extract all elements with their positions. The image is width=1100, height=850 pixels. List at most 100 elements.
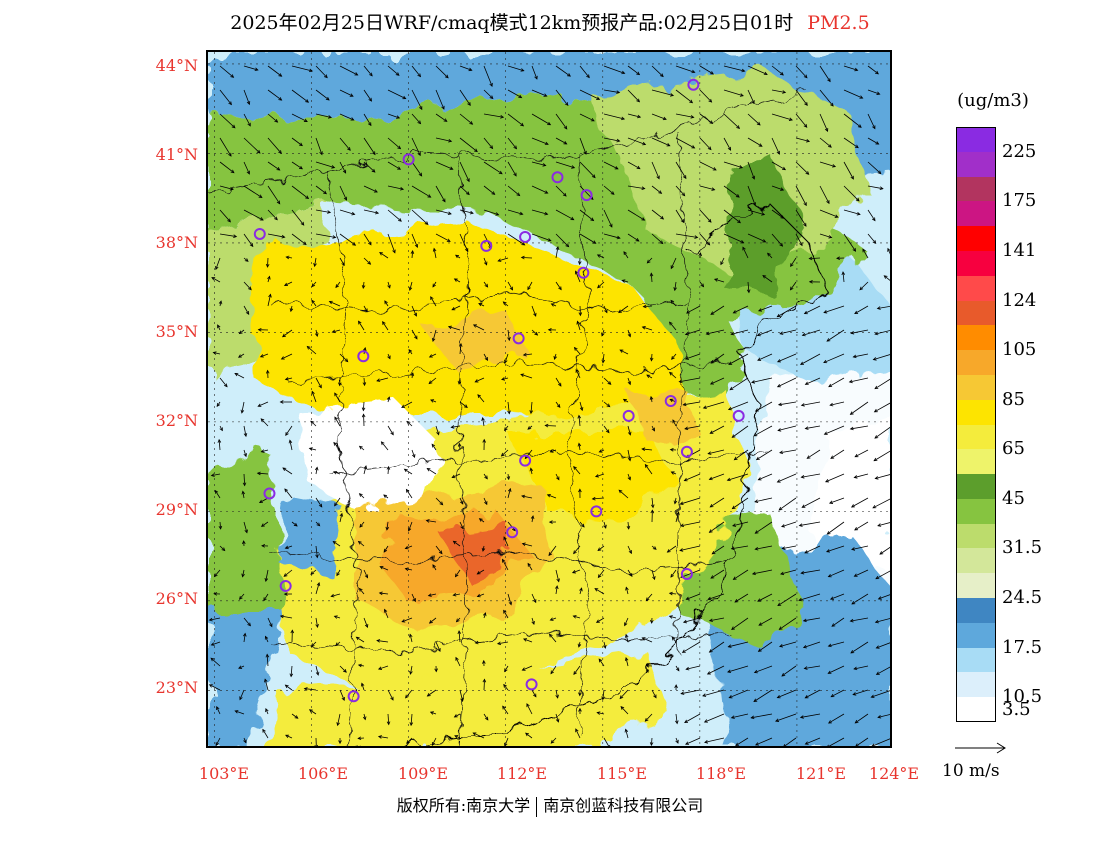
wind-arrow bbox=[503, 683, 509, 691]
wind-arrow bbox=[339, 665, 347, 673]
colorbar-unit: (ug/m3) bbox=[957, 90, 1029, 111]
wind-arrow bbox=[377, 735, 389, 739]
wind-arrow bbox=[483, 161, 503, 175]
wind-arrow bbox=[409, 713, 414, 727]
wind-arrow bbox=[455, 656, 461, 667]
wind-arrow bbox=[243, 425, 248, 438]
wind-arrow bbox=[674, 684, 678, 691]
wind-arrow bbox=[218, 300, 223, 307]
wind-arrow bbox=[710, 305, 725, 315]
wind-arrow bbox=[267, 137, 282, 154]
wind-arrow bbox=[432, 564, 437, 571]
wind-arrow bbox=[459, 521, 464, 530]
wind-arrow bbox=[871, 738, 890, 746]
wind-arrow bbox=[435, 113, 448, 122]
wind-arrow bbox=[780, 569, 797, 576]
wind-arrow bbox=[683, 473, 701, 482]
wind-arrow bbox=[651, 161, 660, 180]
wind-arrow bbox=[243, 281, 252, 291]
wind-arrow bbox=[555, 113, 568, 130]
wind-arrow bbox=[483, 137, 494, 150]
colorbar-label: 3.5 bbox=[1002, 698, 1031, 720]
city-marker bbox=[519, 230, 532, 243]
wind-arrow bbox=[455, 617, 461, 623]
wind-arrow bbox=[453, 278, 461, 283]
wind-arrow bbox=[685, 665, 701, 671]
wind-arrow bbox=[756, 329, 773, 337]
wind-arrow bbox=[578, 305, 583, 317]
wind-arrow bbox=[755, 737, 773, 746]
wind-arrow bbox=[679, 521, 701, 528]
wind-arrow bbox=[549, 449, 557, 453]
city-marker bbox=[253, 227, 266, 240]
wind-arrow bbox=[779, 329, 797, 335]
wind-arrow bbox=[339, 65, 359, 76]
wind-arrow bbox=[854, 305, 869, 315]
wind-arrow bbox=[603, 65, 626, 75]
wind-arrow bbox=[355, 636, 365, 643]
wind-arrow bbox=[675, 665, 680, 672]
wind-arrow bbox=[707, 449, 725, 455]
wind-arrow bbox=[339, 512, 344, 523]
wind-arrow bbox=[723, 185, 740, 198]
wind-arrow bbox=[644, 713, 653, 722]
wind-arrow bbox=[435, 545, 443, 555]
wind-arrow bbox=[459, 209, 474, 215]
lat-label-29: 29°N bbox=[155, 500, 198, 519]
wind-arrow bbox=[288, 439, 293, 451]
wind-arrow bbox=[573, 665, 581, 676]
wind-arrow bbox=[777, 425, 797, 432]
wind-arrow bbox=[411, 65, 422, 78]
wind-arrow bbox=[409, 633, 413, 643]
wind-arrow bbox=[673, 281, 677, 292]
wind-arrow bbox=[430, 399, 437, 403]
wind-arrow bbox=[431, 737, 437, 746]
wind-arrow bbox=[555, 161, 576, 169]
wind-arrow bbox=[455, 254, 461, 259]
wind-arrow bbox=[555, 713, 560, 723]
wind-arrow bbox=[675, 511, 680, 523]
wind-arrow bbox=[219, 425, 223, 432]
wind-arrow bbox=[504, 665, 509, 673]
wind-arrow bbox=[379, 252, 389, 259]
wind-arrow bbox=[313, 257, 317, 268]
wind-arrow bbox=[851, 593, 869, 605]
copyright-footer: 版权所有:南京大学 南京创蓝科技有限公司 bbox=[0, 792, 1100, 817]
wind-arrow bbox=[550, 665, 557, 675]
wind-arrow bbox=[827, 737, 845, 746]
wind-arrow bbox=[311, 281, 317, 288]
wind-arrow bbox=[242, 540, 246, 547]
wind-arrow bbox=[243, 737, 247, 744]
wind-arrow bbox=[285, 734, 293, 739]
wind-arrow bbox=[669, 371, 677, 379]
wind-arrow bbox=[651, 233, 664, 245]
wind-arrow bbox=[621, 279, 629, 283]
wind-vectors bbox=[208, 65, 890, 746]
wind-arrow bbox=[704, 737, 725, 744]
wind-arrow bbox=[315, 233, 337, 239]
wind-arrow bbox=[601, 353, 606, 364]
wind-arrow bbox=[474, 377, 485, 383]
wind-arrow bbox=[452, 592, 461, 597]
wind-arrow bbox=[483, 713, 489, 721]
wind-arrow bbox=[213, 592, 221, 596]
wind-arrow bbox=[457, 630, 462, 643]
wind-arrow bbox=[578, 689, 582, 697]
wind-arrow bbox=[502, 705, 509, 715]
wind-arrow bbox=[531, 65, 538, 80]
wind-arrow bbox=[594, 588, 605, 595]
wind-arrow bbox=[472, 324, 485, 331]
wind-arrow bbox=[776, 473, 797, 483]
wind-arrow bbox=[242, 473, 247, 487]
wind-arrow bbox=[483, 497, 488, 506]
wind-arrow bbox=[723, 137, 732, 151]
wind-arrow bbox=[315, 113, 333, 119]
wind-arrow bbox=[867, 89, 881, 95]
wind-arrow bbox=[850, 497, 869, 508]
wind-arrow bbox=[874, 426, 890, 439]
colorbar-label: 17.5 bbox=[1002, 636, 1043, 658]
wind-arrow bbox=[753, 689, 773, 702]
wind-arrow bbox=[339, 113, 355, 121]
wind-arrow bbox=[627, 545, 632, 555]
wind-arrow bbox=[603, 89, 621, 94]
